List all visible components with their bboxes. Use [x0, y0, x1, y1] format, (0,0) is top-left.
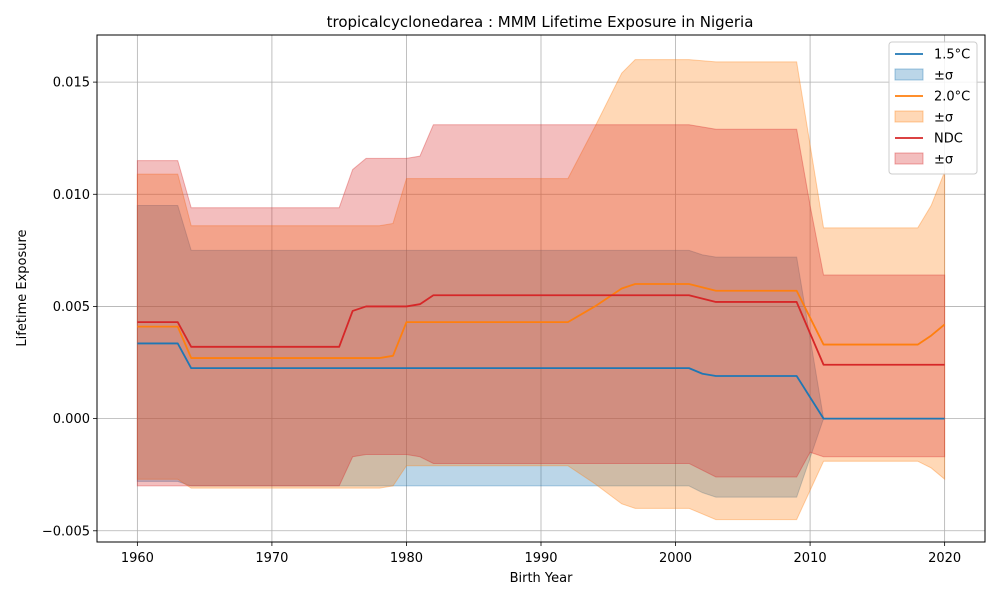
- y-tick-label: 0.010: [53, 188, 90, 203]
- x-axis-label: Birth Year: [510, 571, 574, 586]
- legend-band-label: ±σ: [934, 69, 953, 84]
- y-tick-label: 0.000: [53, 412, 90, 427]
- legend-label: NDC: [934, 132, 963, 147]
- y-tick-label: 0.015: [53, 76, 90, 91]
- sigma-bands: [136, 59, 946, 521]
- y-tick-label: −0.005: [42, 524, 90, 539]
- x-tick-label: 2010: [794, 551, 827, 566]
- y-axis-label: Lifetime Exposure: [15, 229, 30, 346]
- series-line-1: [137, 342, 945, 420]
- x-axis: 1960 1970 1980 1990 2000 2010 2020: [121, 542, 961, 566]
- sigma-band-3: [136, 124, 946, 487]
- x-tick-label: 2020: [928, 551, 961, 566]
- series-line-2: [137, 283, 946, 359]
- legend-band-swatch: [894, 110, 924, 123]
- x-tick-label: 1990: [524, 551, 557, 566]
- legend-label: 2.0°C: [934, 90, 970, 105]
- x-tick-label: 1980: [390, 551, 423, 566]
- y-axis: −0.005 0.000 0.005 0.010 0.015: [42, 76, 97, 539]
- legend-label: 1.5°C: [934, 48, 970, 63]
- grid-lines: [97, 35, 985, 542]
- legend: 1.5°C ±σ 2.0°C ±σ NDC ±σ: [888, 41, 978, 175]
- x-tick-label: 1970: [255, 551, 288, 566]
- legend-box: [888, 41, 978, 175]
- legend-band-swatch: [894, 152, 924, 165]
- chart-title: tropicalcyclonedarea : MMM Lifetime Expo…: [327, 13, 754, 31]
- legend-band-label: ±σ: [934, 111, 953, 126]
- x-tick-label: 2000: [659, 551, 692, 566]
- y-tick-label: 0.005: [53, 300, 90, 315]
- legend-band-label: ±σ: [934, 153, 953, 168]
- sigma-band-2: [136, 59, 946, 521]
- x-tick-label: 1960: [121, 551, 154, 566]
- legend-band-swatch: [894, 68, 924, 81]
- series-lines: [137, 283, 946, 420]
- series-line-3: [137, 294, 945, 366]
